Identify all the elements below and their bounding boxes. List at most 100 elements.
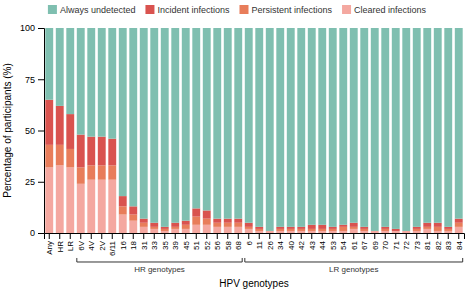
tick: 45 bbox=[182, 233, 191, 250]
tick-mark bbox=[59, 233, 60, 239]
bar-segment bbox=[224, 223, 232, 227]
bar-segment bbox=[171, 229, 179, 233]
legend-label: Always undetected bbox=[60, 5, 136, 15]
bar-segment bbox=[308, 225, 316, 229]
bracket-line bbox=[77, 261, 242, 262]
tick-mark bbox=[458, 233, 459, 239]
bar-segment bbox=[203, 28, 211, 210]
tick: 81 bbox=[423, 233, 432, 250]
tick-label: 84 bbox=[455, 240, 464, 249]
bar-segment bbox=[318, 231, 326, 233]
tick-mark bbox=[227, 233, 228, 239]
tick-mark bbox=[343, 233, 344, 239]
tick: 84 bbox=[455, 233, 464, 250]
bar-segment bbox=[150, 28, 158, 223]
bar-segment bbox=[150, 227, 158, 229]
tick-mark bbox=[196, 233, 197, 239]
x-axis-title: HPV genotypes bbox=[219, 278, 289, 289]
tick-label: 81 bbox=[423, 240, 432, 249]
tick-mark bbox=[395, 233, 396, 239]
bar-segment bbox=[56, 28, 64, 106]
tick: 0 bbox=[30, 228, 44, 238]
tick-label: 83 bbox=[444, 240, 453, 249]
series bbox=[45, 100, 462, 231]
tick: 68 bbox=[234, 233, 243, 250]
tick-mark bbox=[38, 131, 44, 132]
tick-mark bbox=[206, 233, 207, 239]
bar-segment bbox=[444, 227, 452, 229]
bar-segment bbox=[413, 227, 421, 229]
bar-segment bbox=[150, 229, 158, 233]
tick-label: 50 bbox=[25, 126, 35, 136]
tick: 31 bbox=[140, 233, 149, 250]
tick-mark bbox=[406, 233, 407, 239]
bar-segment bbox=[203, 225, 211, 233]
bar-segment bbox=[413, 231, 421, 233]
bar-segment bbox=[360, 229, 368, 231]
bar-segment bbox=[98, 28, 106, 137]
tick-label: 54 bbox=[339, 240, 348, 249]
tick: 4V bbox=[87, 233, 96, 251]
bar-segment bbox=[350, 229, 358, 233]
bar-segment bbox=[318, 28, 326, 225]
bar-segment bbox=[350, 223, 358, 227]
tick-mark bbox=[259, 233, 260, 239]
bar-segment bbox=[413, 28, 421, 227]
tick: 53 bbox=[329, 233, 338, 250]
tick-label: 51 bbox=[192, 240, 201, 249]
bar-segment bbox=[203, 219, 211, 225]
tick-label: 100 bbox=[20, 23, 35, 33]
bar-segment bbox=[182, 28, 190, 221]
bracket-end bbox=[244, 258, 245, 262]
bar-segment bbox=[434, 28, 442, 223]
bar-segment bbox=[455, 28, 463, 219]
bar-segment bbox=[213, 223, 221, 227]
tick-label: Any bbox=[45, 241, 54, 255]
bar-segment bbox=[150, 223, 158, 227]
tick: 50 bbox=[25, 126, 44, 136]
bar-segment bbox=[297, 229, 305, 231]
bar-segment bbox=[423, 223, 431, 227]
tick-label: 40 bbox=[287, 240, 296, 249]
bar-segment bbox=[234, 223, 242, 227]
tick-mark bbox=[217, 233, 218, 239]
bar-segment bbox=[287, 28, 295, 227]
plot: 0255075100AnyHRLR6V4V2V6/111618313335394… bbox=[20, 23, 465, 289]
bar-segment bbox=[444, 231, 452, 233]
tick-mark bbox=[122, 233, 123, 239]
bar-segment bbox=[234, 227, 242, 233]
tick-mark bbox=[185, 233, 186, 239]
axis-line bbox=[38, 29, 45, 234]
bar-segment bbox=[66, 149, 74, 167]
bar-segment bbox=[77, 135, 85, 168]
tick-label: 34 bbox=[276, 240, 285, 249]
bar-segment bbox=[381, 229, 389, 231]
tick-label: 35 bbox=[161, 240, 170, 249]
tick-mark bbox=[385, 233, 386, 239]
bar-segment bbox=[329, 227, 337, 229]
bar-segment bbox=[182, 225, 190, 229]
tick-label: 58 bbox=[224, 240, 233, 249]
x-axis: AnyHRLR6V4V2V6/1116183133353945515256586… bbox=[45, 233, 465, 256]
bar-segment bbox=[213, 219, 221, 223]
tick-mark bbox=[448, 233, 449, 239]
bar-segment bbox=[455, 223, 463, 227]
bar-segment bbox=[444, 229, 452, 231]
tick-mark bbox=[164, 233, 165, 239]
tick-mark bbox=[38, 233, 44, 234]
bar-segment bbox=[245, 223, 253, 227]
y-axis: 0255075100 bbox=[20, 23, 45, 238]
tick-label: 25 bbox=[25, 177, 35, 187]
tick: 2V bbox=[98, 233, 107, 251]
series bbox=[45, 145, 462, 231]
tick: 58 bbox=[224, 233, 233, 250]
tick-mark bbox=[49, 233, 50, 239]
tick: 34 bbox=[276, 233, 285, 250]
tick: LR bbox=[66, 233, 75, 251]
bar-segment bbox=[276, 227, 284, 229]
tick-label: 4V bbox=[87, 240, 96, 250]
bar-segment bbox=[77, 184, 85, 233]
legend-swatch bbox=[342, 5, 351, 14]
tick: 54 bbox=[339, 233, 348, 250]
bar-segment bbox=[350, 227, 358, 229]
